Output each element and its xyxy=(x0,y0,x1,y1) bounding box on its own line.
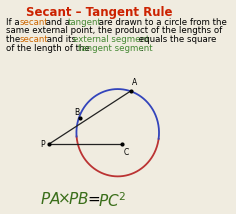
Text: of the length of the: of the length of the xyxy=(6,43,92,52)
Text: B: B xyxy=(74,108,79,117)
Text: and a: and a xyxy=(43,18,73,27)
Text: equals the square: equals the square xyxy=(136,35,217,44)
Text: P: P xyxy=(41,140,45,149)
Text: If a: If a xyxy=(6,18,22,27)
Text: are drawn to a circle from the: are drawn to a circle from the xyxy=(96,18,227,27)
Text: $\mathit{PB}$: $\mathit{PB}$ xyxy=(68,191,88,207)
Text: $\mathit{\times}$: $\mathit{\times}$ xyxy=(57,191,70,206)
Text: the: the xyxy=(6,35,23,44)
Text: C: C xyxy=(123,148,128,157)
Text: $\mathit{PC}^{2}$: $\mathit{PC}^{2}$ xyxy=(98,191,127,210)
Text: A: A xyxy=(132,78,137,87)
Text: same external point, the product of the lengths of: same external point, the product of the … xyxy=(6,27,222,36)
Text: $\mathit{PA}$: $\mathit{PA}$ xyxy=(40,191,61,207)
Text: secant: secant xyxy=(19,18,48,27)
Text: $=$: $=$ xyxy=(85,191,101,206)
Text: .: . xyxy=(140,43,143,52)
Text: tangent segment: tangent segment xyxy=(78,43,152,52)
Text: Secant – Tangent Rule: Secant – Tangent Rule xyxy=(26,6,172,19)
Text: tangent: tangent xyxy=(68,18,102,27)
Text: and its: and its xyxy=(44,35,79,44)
Text: secant: secant xyxy=(20,35,49,44)
Text: external segment: external segment xyxy=(73,35,149,44)
